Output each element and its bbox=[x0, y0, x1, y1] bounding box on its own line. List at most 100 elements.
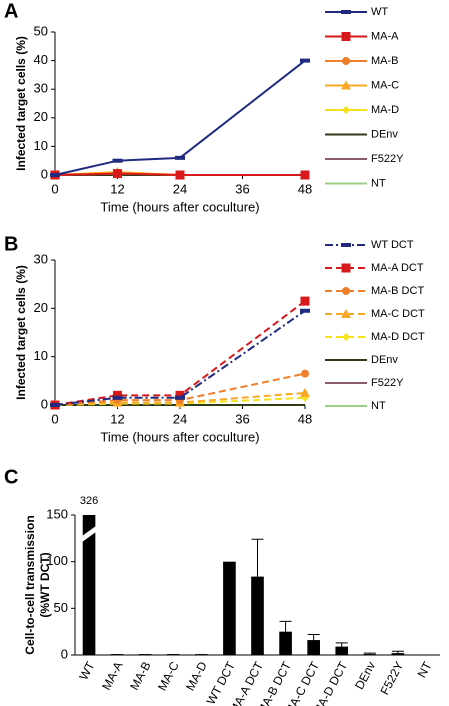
legend-label: MA-B DCT bbox=[371, 285, 424, 297]
x-tick-label: 36 bbox=[235, 411, 249, 426]
marker bbox=[300, 296, 310, 306]
legend-marker bbox=[342, 287, 350, 295]
legend-marker bbox=[341, 10, 351, 14]
x-tick-label: 36 bbox=[235, 181, 249, 196]
x-tick-label: MA-B bbox=[127, 659, 153, 692]
bar bbox=[166, 654, 180, 655]
marker bbox=[301, 369, 309, 378]
y-tick-label: 0 bbox=[61, 646, 68, 661]
marker bbox=[175, 390, 185, 400]
x-tick-label: 0 bbox=[51, 181, 58, 196]
legend-label: MA-D DCT bbox=[371, 331, 425, 343]
bar bbox=[363, 654, 377, 655]
x-tick-label: 48 bbox=[298, 411, 312, 426]
error-bar bbox=[279, 620, 292, 632]
legend-marker bbox=[341, 243, 351, 247]
error-bar bbox=[335, 642, 348, 647]
y-axis-title: Cell-to-cell transmission bbox=[23, 515, 37, 654]
marker bbox=[175, 155, 185, 160]
legend-label: MA-A bbox=[371, 30, 399, 42]
bar bbox=[82, 515, 96, 655]
series-line bbox=[54, 391, 306, 406]
x-tick-label: 0 bbox=[51, 411, 58, 426]
bar bbox=[195, 654, 208, 655]
y-tick-label: 30 bbox=[34, 251, 48, 266]
error-bar bbox=[251, 538, 264, 577]
legend-label: NT bbox=[371, 400, 386, 412]
legend-label: MA-C bbox=[371, 79, 399, 91]
bar bbox=[251, 576, 264, 655]
bar bbox=[391, 653, 405, 655]
legend-label: DEnv bbox=[371, 128, 398, 140]
x-tick-label: DEnv bbox=[352, 659, 378, 691]
legend-marker bbox=[341, 263, 351, 273]
x-tick-label: 24 bbox=[173, 181, 187, 196]
panel-label: B bbox=[4, 233, 18, 255]
marker bbox=[113, 169, 122, 179]
y-axis-title: (%WT DCT) bbox=[38, 552, 52, 617]
y-axis-title: Infected target cells (%) bbox=[14, 265, 28, 400]
bar bbox=[279, 631, 292, 655]
series-line bbox=[54, 172, 305, 176]
y-tick-label: 50 bbox=[54, 600, 68, 615]
y-tick-label: 10 bbox=[34, 138, 48, 153]
y-tick-label: 150 bbox=[46, 506, 68, 521]
x-tick-label: MA-C bbox=[155, 659, 182, 693]
marker bbox=[175, 170, 185, 180]
bar bbox=[138, 654, 152, 655]
y-tick-label: 40 bbox=[34, 52, 48, 67]
x-axis-title: Time (hours after coculture) bbox=[100, 429, 259, 444]
legend-label: NT bbox=[371, 177, 386, 189]
marker bbox=[50, 403, 60, 407]
y-tick-label: 20 bbox=[34, 300, 48, 315]
marker bbox=[112, 158, 123, 163]
y-tick-label: 10 bbox=[34, 348, 48, 363]
legend-label: MA-A DCT bbox=[371, 262, 424, 274]
y-tick-label: 50 bbox=[34, 23, 48, 38]
y-axis-title: Infected target cells (%) bbox=[14, 36, 28, 171]
marker bbox=[112, 395, 123, 400]
x-tick-label: F522Y bbox=[377, 659, 406, 697]
error-bar bbox=[391, 650, 404, 654]
legend-label: WT bbox=[371, 6, 388, 18]
y-tick-label: 20 bbox=[34, 109, 48, 124]
marker bbox=[50, 173, 60, 177]
legend-label: DEnv bbox=[371, 354, 398, 366]
marker bbox=[175, 395, 185, 400]
bar bbox=[223, 561, 236, 655]
series-line bbox=[54, 372, 306, 406]
legend-label: F522Y bbox=[371, 377, 404, 389]
y-tick-label: 30 bbox=[34, 81, 48, 96]
legend-marker bbox=[342, 333, 350, 341]
x-tick-label: MA-A bbox=[99, 659, 125, 692]
y-tick-label: 0 bbox=[41, 396, 48, 411]
marker bbox=[300, 308, 310, 313]
legend-marker bbox=[341, 80, 351, 90]
x-axis-title: Time (hours after coculture) bbox=[100, 199, 259, 214]
bar bbox=[335, 646, 349, 655]
x-tick-label: 12 bbox=[110, 181, 124, 196]
error-bar bbox=[307, 633, 320, 641]
legend-marker bbox=[341, 32, 351, 41]
marker bbox=[300, 170, 310, 180]
legend-marker bbox=[341, 309, 351, 318]
panel-label: C bbox=[4, 466, 18, 488]
bar bbox=[110, 654, 124, 655]
marker bbox=[300, 58, 310, 63]
x-tick-label: 24 bbox=[173, 411, 187, 426]
marker bbox=[300, 387, 310, 397]
y-tick-label: 0 bbox=[41, 166, 48, 181]
legend-label: MA-C DCT bbox=[371, 308, 425, 320]
x-tick-label: NT bbox=[415, 659, 435, 680]
legend-label: WT DCT bbox=[371, 239, 414, 251]
panel-label: A bbox=[4, 0, 18, 22]
legend-marker bbox=[342, 106, 350, 114]
x-tick-label: MA-D bbox=[183, 659, 210, 693]
series-line bbox=[54, 59, 306, 176]
y-tick-label: 100 bbox=[46, 553, 68, 568]
value-label: 326 bbox=[80, 495, 98, 507]
legend-label: MA-B bbox=[371, 55, 399, 67]
legend-marker bbox=[342, 57, 350, 65]
series-line bbox=[54, 300, 306, 406]
